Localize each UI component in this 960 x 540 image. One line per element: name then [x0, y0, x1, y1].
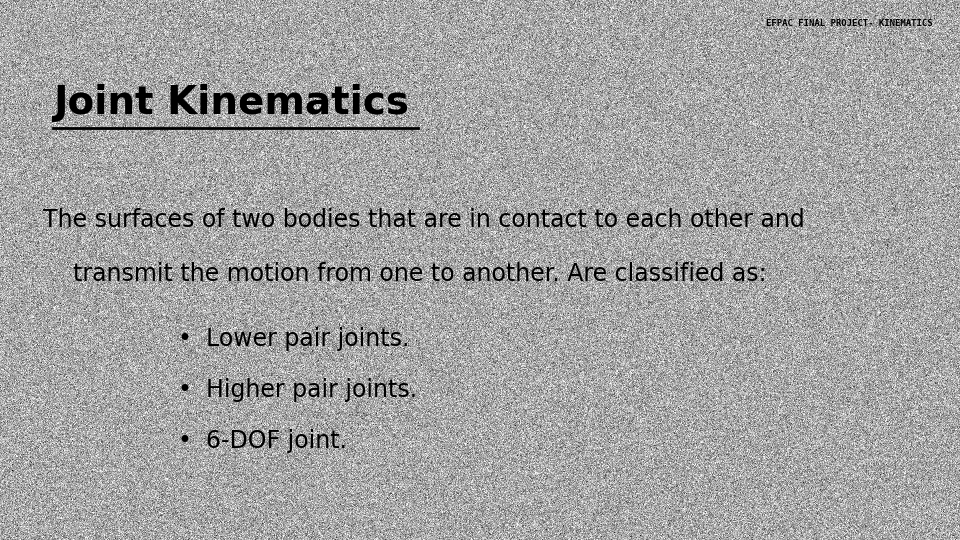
Text: •: •: [178, 378, 191, 402]
Text: •: •: [178, 327, 191, 350]
Text: 6-DOF joint.: 6-DOF joint.: [206, 429, 348, 453]
Text: Higher pair joints.: Higher pair joints.: [206, 378, 418, 402]
Text: The surfaces of two bodies that are in contact to each other and: The surfaces of two bodies that are in c…: [43, 208, 804, 232]
Text: EFPAC FINAL PROJECT- KINEMATICS: EFPAC FINAL PROJECT- KINEMATICS: [766, 19, 933, 28]
Text: Lower pair joints.: Lower pair joints.: [206, 327, 410, 350]
Text: •: •: [178, 429, 191, 453]
Text: transmit the motion from one to another. Are classified as:: transmit the motion from one to another.…: [43, 262, 767, 286]
Text: Joint Kinematics: Joint Kinematics: [53, 84, 409, 122]
